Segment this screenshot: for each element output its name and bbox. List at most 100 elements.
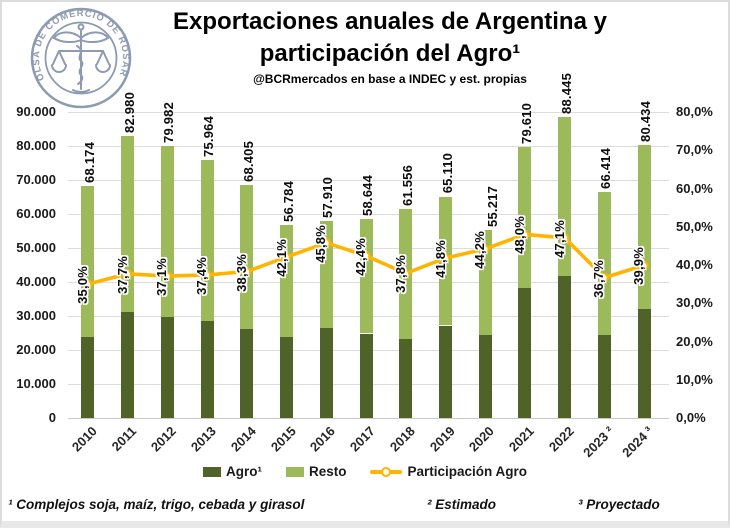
title-block: Exportaciones anuales de Argentina y par… [60,6,720,86]
legend-label-participacion: Participación Agro [407,464,528,479]
right-axis-tick-label: 40,0% [676,257,713,272]
caduceus-scales-icon [51,23,111,93]
x-axis-label: 2017 [346,423,378,455]
participation-label: 42,1% [273,239,289,277]
participation-label: 44,2% [472,230,488,269]
bar-agro [240,328,254,418]
x-axis-label: 2024 ³ [619,423,657,461]
left-axis-tick-label: 90.000 [16,104,56,119]
legend-item-agro: Agro¹ [202,464,262,479]
bar-total-label: 79.610 [518,103,534,145]
left-axis-tick-label: 50.000 [16,240,56,255]
bar-total-label: 61.556 [399,164,415,206]
right-axis-tick-label: 80,0% [676,104,713,119]
participation-label: 37,8% [392,255,408,294]
line-marker-swatch-icon [370,466,403,477]
bar-agro [518,288,532,418]
left-axis-tick-label: 70.000 [16,172,56,187]
left-axis-tick-label: 80.000 [16,138,56,153]
bar-total-label: 68.405 [240,141,256,183]
legend-item-participacion: Participación Agro [370,464,527,479]
participation-label: 38,3% [233,253,249,292]
bar-resto [81,186,95,337]
gridline [68,146,669,147]
bar-total-label: 75.964 [201,115,217,157]
participation-label: 35,0% [74,266,90,304]
x-axis-label: 2015 [267,423,299,455]
x-axis-label: 2022 [545,423,577,455]
bar-total-label: 68.174 [81,142,97,184]
participation-label: 41,8% [432,240,448,278]
x-axis-label: 2018 [386,423,418,455]
bar-total-label: 57.910 [320,177,336,219]
bar-agro [200,321,214,418]
bar-agro [399,338,413,418]
chart-title-line2: participación del Agro¹ [259,39,521,67]
legend-label-agro: Agro¹ [225,464,262,479]
bar-agro [478,335,492,418]
left-axis-tick-label: 60.000 [16,206,56,221]
chart-subtitle: @BCRmercados en base a INDEC y est. prop… [253,72,527,87]
footnote-1: ¹ Complejos soja, maíz, trigo, cebada y … [8,497,305,512]
left-axis-tick-label: 30.000 [16,308,56,323]
x-axis-label: 2013 [188,423,220,455]
participation-label: 42,4% [353,237,368,276]
bar-agro [81,336,95,418]
bar-total-label: 56.784 [280,180,296,222]
bar-resto [359,218,373,334]
bar-total-label: 58.644 [360,174,375,216]
x-axis-label: 2020 [466,423,498,455]
bar-resto [200,159,214,322]
bar-agro [637,308,651,418]
x-axis-label: 2016 [307,423,339,455]
right-axis-tick-label: 50,0% [676,218,713,234]
right-axis-tick-label: 70,0% [676,142,713,158]
legend-item-resto: Resto [285,464,346,479]
chart-title-line1: Exportaciones anuales de Argentina y [173,8,607,35]
gridline [68,214,669,215]
participation-label: 48,0% [511,216,527,255]
bar-agro [280,336,293,418]
resto-swatch-icon [285,466,304,477]
x-axis-label: 2011 [109,423,140,454]
participation-label: 37,7% [114,255,130,294]
bar-agro [319,327,333,418]
x-axis-label: 2021 [505,423,537,455]
bar-agro [597,335,611,418]
right-axis-tick-label: 10,0% [676,371,713,387]
bar-total-label: 79.982 [161,102,177,144]
bcr-logo: BOLSA DE COMERCIO DE ROSARIO [28,4,132,109]
participation-label: 47,1% [551,219,567,258]
footnote-2: ² Estimado [427,497,497,512]
bar-total-label: 55.217 [485,186,501,228]
bar-total-label: 65.110 [439,153,455,194]
participation-label: 39,9% [631,247,647,286]
participation-label: 36,7% [591,259,607,298]
footnote-3: ³ Proyectado [578,497,660,512]
left-axis-tick-label: 40.000 [16,274,56,289]
gridline [68,112,669,113]
right-axis-tick-label: 30,0% [676,295,713,311]
bar-total-label: 80.434 [638,100,654,142]
left-axis-tick-label: 10.000 [16,376,56,391]
bar-agro [439,325,452,418]
x-axis-label: 2010 [68,423,100,455]
bar-agro [160,317,174,418]
participation-label: 45,8% [313,224,329,263]
bar-agro [558,276,572,418]
x-axis-label: 2014 [227,423,259,455]
left-axis-tick-label: 0 [48,410,56,425]
right-axis-tick-label: 20,0% [676,333,713,349]
agro-swatch-icon [202,466,221,477]
x-axis-label: 2012 [148,423,180,455]
bar-total-label: 66.414 [598,148,614,190]
x-axis-label: 2019 [426,423,458,455]
right-axis-tick-label: 60,0% [676,180,713,196]
logo-outer-ring [30,7,132,109]
logo-inner-ring [44,21,118,95]
gridline [68,180,669,181]
right-axis-tick-label: 0,0% [676,410,706,425]
legend: Agro¹ Resto Participación Agro [0,464,730,479]
left-axis-tick-label: 20.000 [16,342,56,357]
